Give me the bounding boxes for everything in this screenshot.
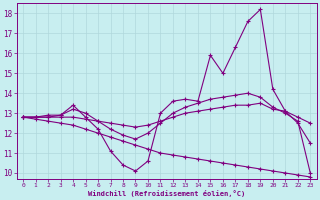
X-axis label: Windchill (Refroidissement éolien,°C): Windchill (Refroidissement éolien,°C) bbox=[88, 190, 245, 197]
